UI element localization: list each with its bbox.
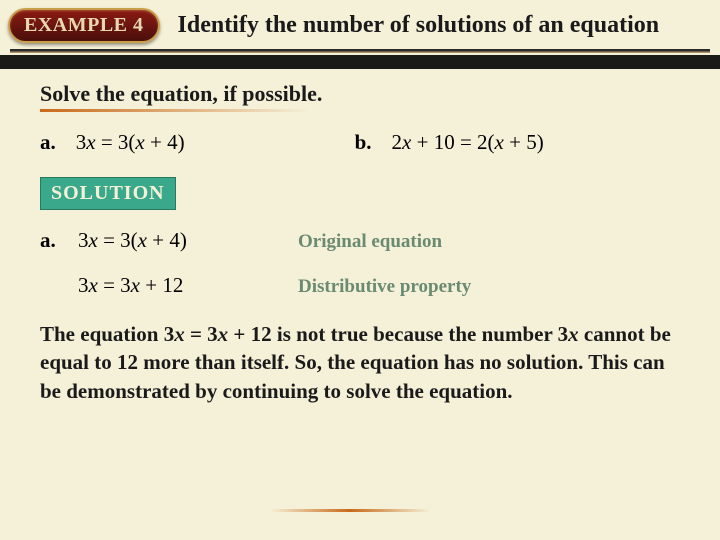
instruction-text: Solve the equation, if possible. [40, 81, 680, 107]
step-row-2: 3x = 3x + 12 Distributive property [40, 273, 680, 298]
step-1-label: a. [40, 228, 78, 253]
orange-underline [40, 109, 310, 112]
step-row-1: a. 3x = 3(x + 4) Original equation [40, 228, 680, 253]
solution-badge: SOLUTION [40, 177, 176, 210]
header: EXAMPLE 4 Identify the number of solutio… [0, 0, 720, 43]
problem-b-label: b. [355, 130, 372, 155]
content-area: Solve the equation, if possible. a. 3x =… [0, 75, 720, 405]
problem-a-label: a. [40, 130, 56, 155]
problem-b-equation: 2x + 10 = 2(x + 5) [392, 130, 544, 155]
step-1-reason: Original equation [298, 231, 442, 253]
problem-a-equation: 3x = 3(x + 4) [76, 130, 185, 155]
bottom-orange-rule [270, 509, 430, 512]
problem-row: a. 3x = 3(x + 4) b. 2x + 10 = 2(x + 5) [40, 130, 680, 155]
step-2-equation: 3x = 3x + 12 [78, 273, 183, 297]
explanation-paragraph: The equation 3x = 3x + 12 is not true be… [40, 320, 680, 405]
problem-b: b. 2x + 10 = 2(x + 5) [355, 130, 544, 155]
header-rule [10, 49, 710, 53]
dark-spacer [0, 55, 720, 69]
header-title: Identify the number of solutions of an e… [178, 12, 660, 39]
problem-a: a. 3x = 3(x + 4) [40, 130, 185, 155]
step-2-reason: Distributive property [298, 276, 471, 298]
solution-steps: a. 3x = 3(x + 4) Original equation 3x = … [40, 228, 680, 298]
example-badge: EXAMPLE 4 [8, 8, 160, 43]
slide: EXAMPLE 4 Identify the number of solutio… [0, 0, 720, 540]
step-1-equation: 3x = 3(x + 4) [78, 228, 187, 252]
